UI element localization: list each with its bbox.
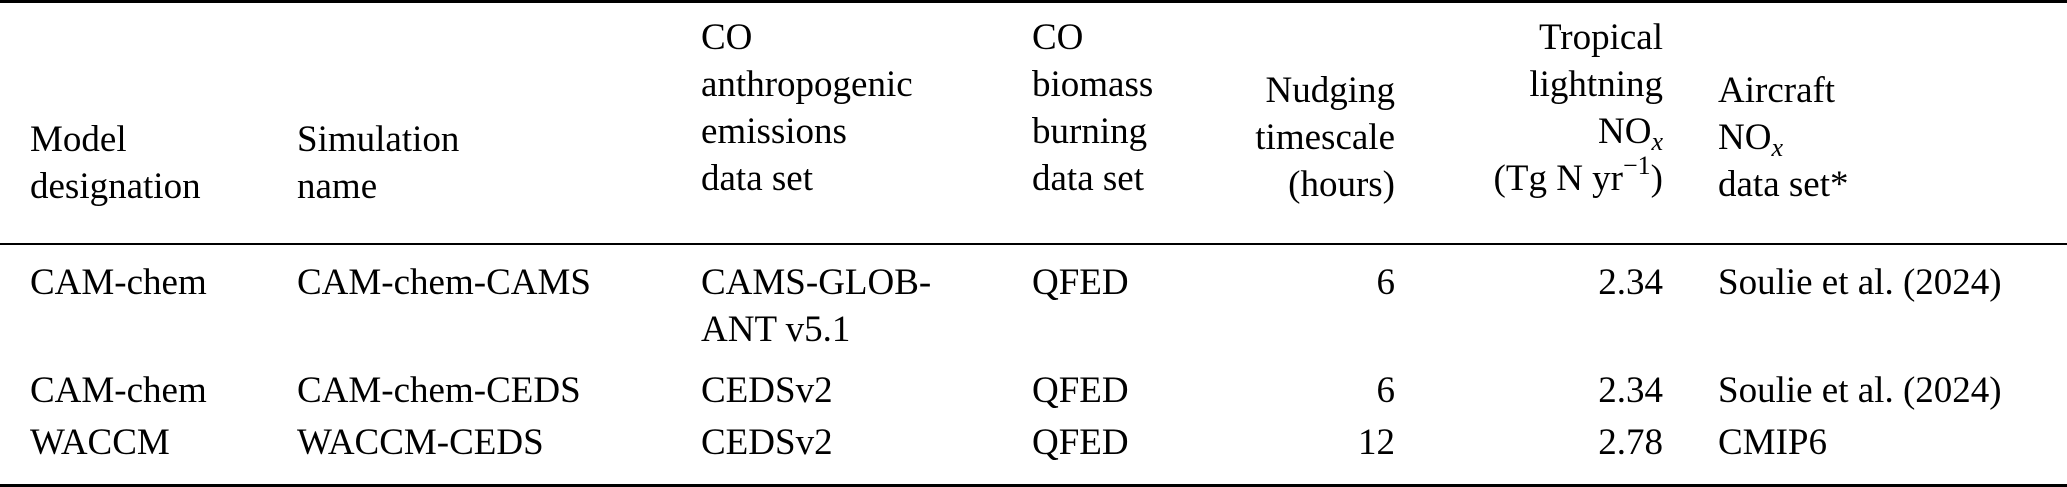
header-nudging-timescale: Nudging timescale (hours) <box>1160 67 1395 208</box>
header-text: Aircraft <box>1718 67 1848 114</box>
row1-lightning: 2.34 <box>1420 259 1663 306</box>
header-text: data set* <box>1718 161 1848 208</box>
header-model-designation: Model designation <box>30 116 201 210</box>
units-open: (Tg N yr <box>1494 158 1623 199</box>
header-co-anthropogenic: CO anthropogenic emissions data set <box>701 14 913 202</box>
header-text: Nudging <box>1160 67 1395 114</box>
row1-aircraft: Soulie et al. (2024) <box>1718 259 2002 306</box>
row1-model: CAM-chem <box>30 259 207 306</box>
header-text: Simulation <box>297 116 459 163</box>
row3-model: WACCM <box>30 419 170 466</box>
header-text: name <box>297 163 459 210</box>
row3-nudging: 12 <box>1160 419 1395 466</box>
row2-lightning: 2.34 <box>1420 367 1663 414</box>
header-text: Model <box>30 116 201 163</box>
header-nox: NOx <box>1718 114 1848 161</box>
row2-nudging: 6 <box>1160 367 1395 414</box>
header-text: CO <box>701 14 913 61</box>
header-co-biomass: CO biomass burning data set <box>1032 14 1153 202</box>
header-simulation-name: Simulation name <box>297 116 459 210</box>
top-rule <box>0 0 2067 3</box>
header-text: biomass <box>1032 61 1153 108</box>
row2-co-biomass: QFED <box>1032 367 1129 414</box>
row2-aircraft: Soulie et al. (2024) <box>1718 367 2002 414</box>
nox-base: NO <box>1598 111 1651 152</box>
units-close: ) <box>1651 158 1663 199</box>
nox-subscript: x <box>1771 133 1783 162</box>
row2-simulation: CAM-chem-CEDS <box>297 367 581 414</box>
header-text: Tropical <box>1420 14 1663 61</box>
nox-base: NO <box>1718 117 1771 158</box>
header-text: anthropogenic <box>701 61 913 108</box>
row1-co-biomass: QFED <box>1032 259 1129 306</box>
header-text: CO <box>1032 14 1153 61</box>
header-text: data set <box>701 155 913 202</box>
row3-aircraft: CMIP6 <box>1718 419 1827 466</box>
row3-co-biomass: QFED <box>1032 419 1129 466</box>
row1-nudging: 6 <box>1160 259 1395 306</box>
header-text: emissions <box>701 108 913 155</box>
units-superscript: −1 <box>1623 151 1651 180</box>
row1-co-anthro: CAMS-GLOB- ANT v5.1 <box>701 259 931 353</box>
row3-lightning: 2.78 <box>1420 419 1663 466</box>
row3-co-anthro: CEDSv2 <box>701 419 833 466</box>
header-tropical-lightning: Tropical lightning NOx (Tg N yr−1) <box>1420 14 1663 202</box>
header-text: timescale <box>1160 114 1395 161</box>
header-aircraft-nox: Aircraft NOx data set* <box>1718 67 1848 208</box>
row2-model: CAM-chem <box>30 367 207 414</box>
header-text: lightning <box>1420 61 1663 108</box>
header-nox: NOx <box>1420 108 1663 155</box>
row3-simulation: WACCM-CEDS <box>297 419 544 466</box>
header-text: designation <box>30 163 201 210</box>
row2-co-anthro: CEDSv2 <box>701 367 833 414</box>
header-text: burning <box>1032 108 1153 155</box>
header-rule <box>0 243 2067 245</box>
cell-text: ANT v5.1 <box>701 306 931 353</box>
header-text: data set <box>1032 155 1153 202</box>
cell-text: CAMS-GLOB- <box>701 259 931 306</box>
nox-subscript: x <box>1651 127 1663 156</box>
header-text: (hours) <box>1160 161 1395 208</box>
header-units: (Tg N yr−1) <box>1420 155 1663 202</box>
row1-simulation: CAM-chem-CAMS <box>297 259 591 306</box>
